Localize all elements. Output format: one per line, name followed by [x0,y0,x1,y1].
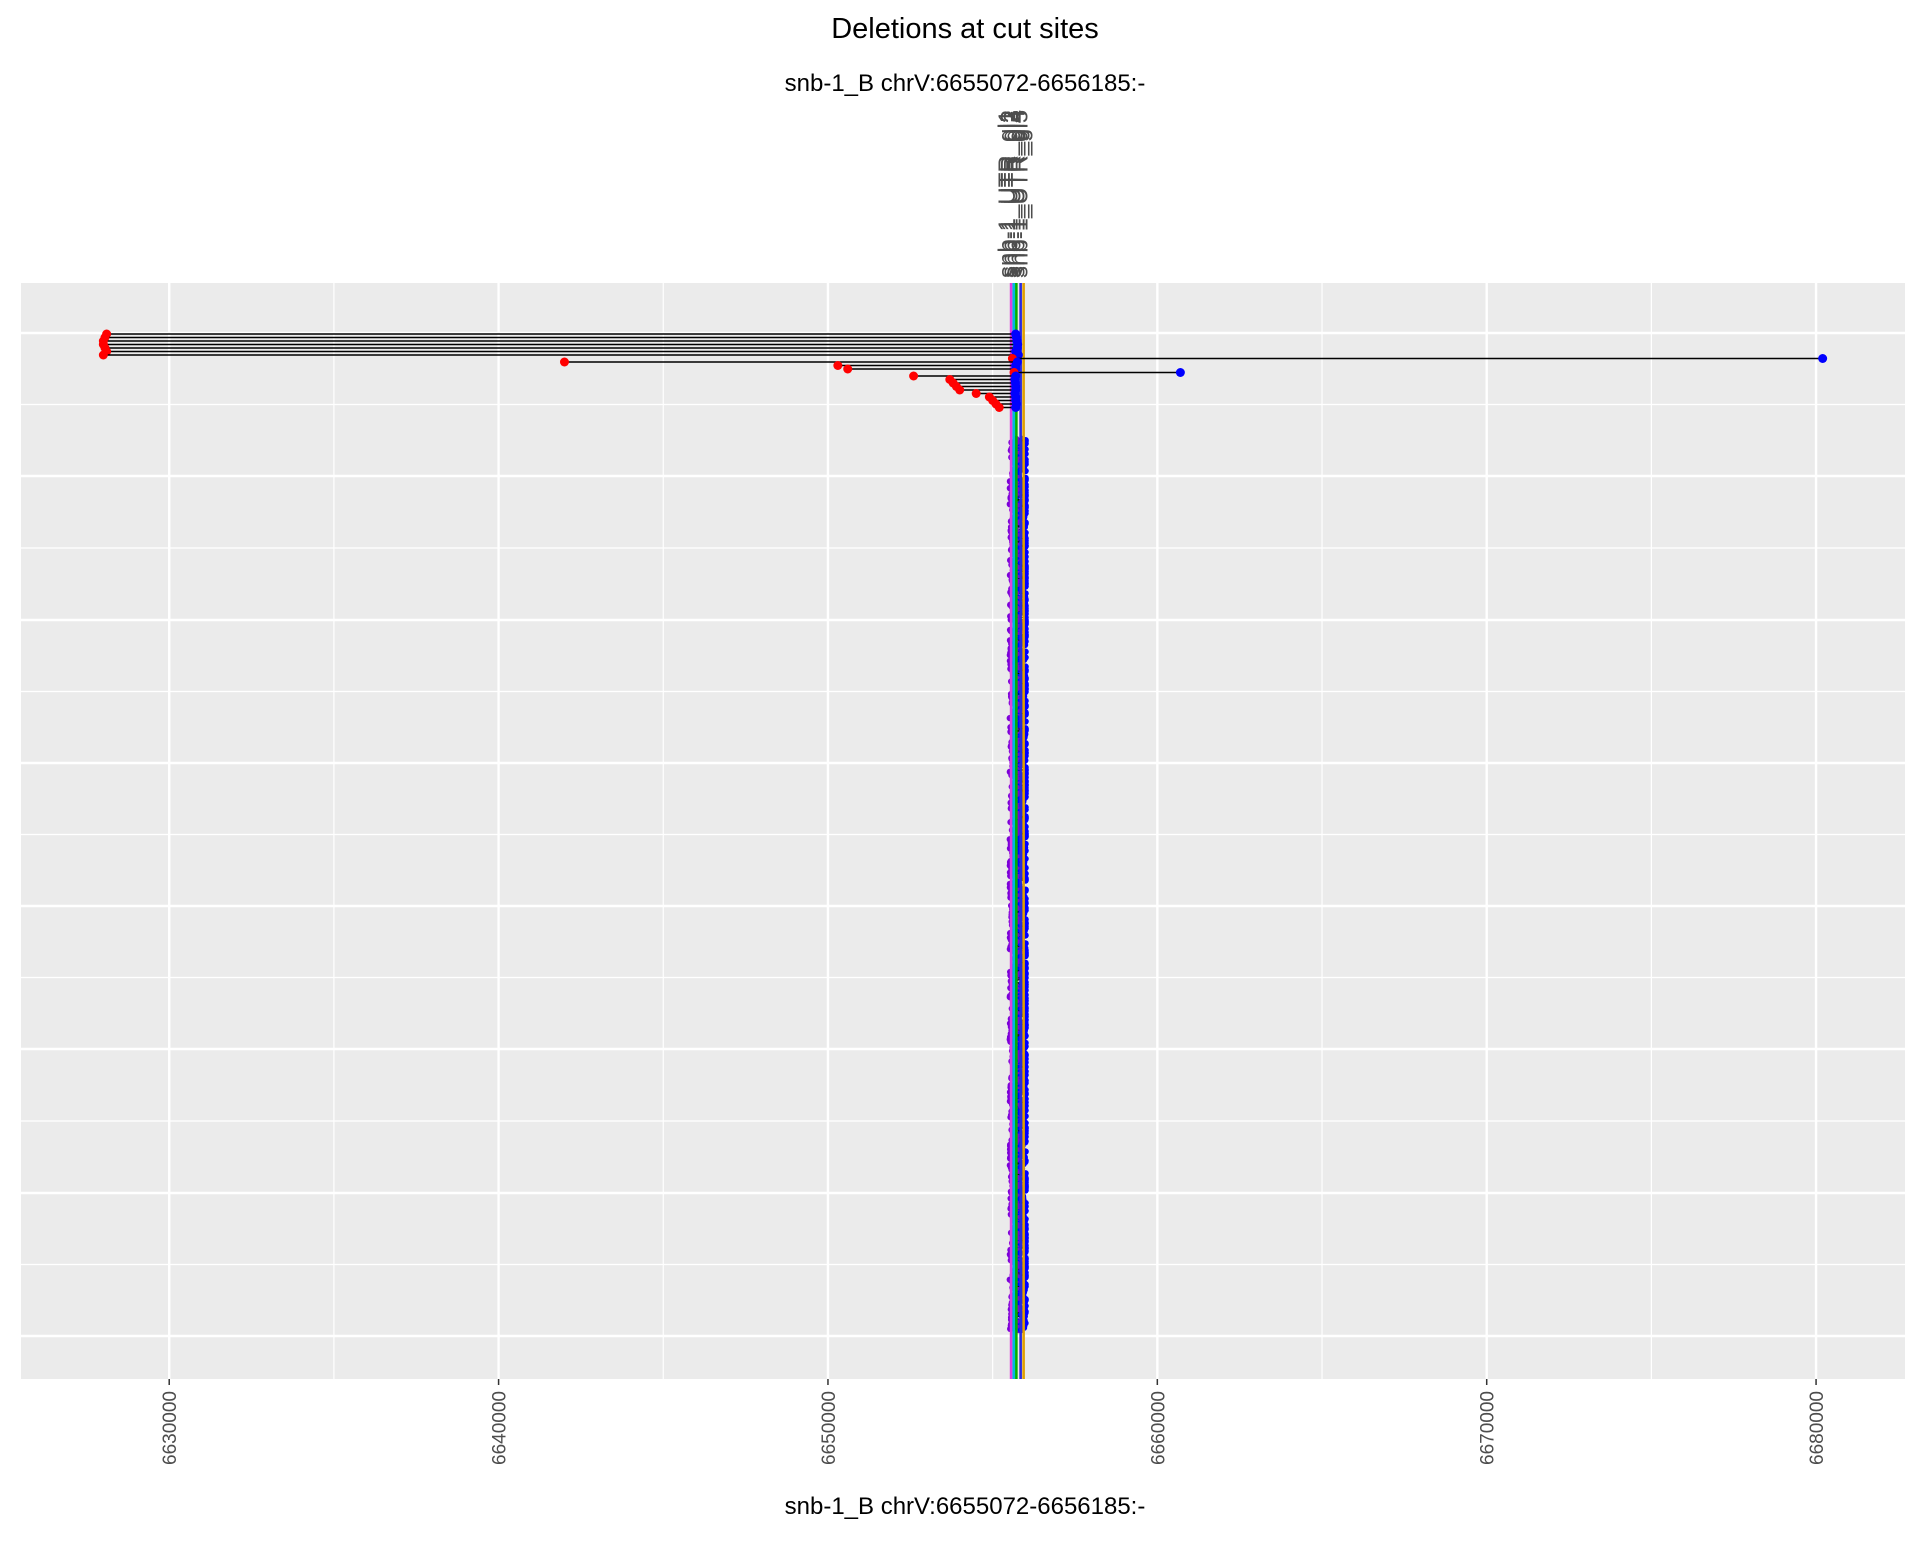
x-tick-label: 6640000 [490,1391,511,1465]
chart-title: Deletions at cut sites [831,13,1099,45]
cut-site-label: snb-1_UTR_gl1 [994,110,1021,278]
x-tick-label: 6650000 [819,1391,840,1465]
x-tick-label: 6630000 [160,1391,181,1465]
deletion-start-point [559,357,569,367]
cut-site-labels: snb-1_UTR_gl1snb-1_UTR_gl2snb-1_UTR_gl3s… [994,110,1034,278]
x-tick-label: 6680000 [1807,1391,1828,1465]
deletion-start-point [909,371,919,381]
deletion-start-point [833,361,843,370]
cut-site-lines [1009,283,1025,1379]
cut-site-label: snb-1_UTR_gl4 [1004,110,1031,278]
deletion-end-point [1175,368,1185,377]
x-axis-title: snb-1_B chrV:6655072-6656185:- [785,1493,1146,1520]
deletion-start-point [994,403,1004,412]
deletion-start-point [955,385,965,395]
cut-site-label: snb-1_UTR_gl2 [997,110,1024,278]
large-deletions-layer [98,329,1828,412]
plot-panel [21,283,1905,1379]
deletion-start-point [98,350,108,360]
deletion-end-point [1011,403,1021,412]
deletion-end-point [1818,354,1828,363]
chart-subtitle: snb-1_B chrV:6655072-6656185:- [785,70,1146,97]
x-axis: 6630000 6640000 6650000 6660000 6670000 66800… [160,1379,1828,1465]
cut-site-label: snb-1_UTR_gl5 [1007,110,1034,278]
x-tick-label: 6670000 [1478,1391,1499,1465]
cut-site-label: snb-1_UTR_gl3 [999,110,1026,278]
grid-layer [21,283,1905,1379]
deletion-start-point [971,389,981,398]
x-tick-label: 6660000 [1148,1391,1169,1465]
deletion-start-point [843,364,853,374]
